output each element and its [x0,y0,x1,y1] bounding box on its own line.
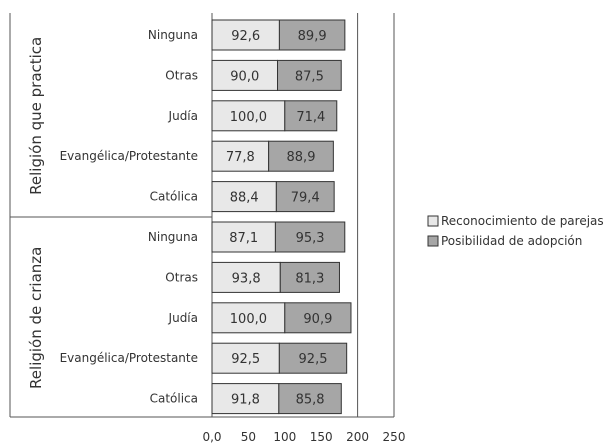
x-tick-label: 0,0 [202,430,221,444]
category-label: Judía [168,311,198,325]
data-label-adopcion: 79,4 [291,191,320,206]
category-label: Ninguna [148,28,198,42]
data-label-adopcion: 85,8 [296,393,325,408]
data-label-adopcion: 81,3 [295,271,324,286]
data-label-reconocimiento: 100,0 [230,110,267,125]
data-label-adopcion: 88,9 [287,150,316,165]
data-label-reconocimiento: 77,8 [226,150,255,165]
gridlines [358,13,394,417]
group-label: Religión que practica [27,37,45,195]
data-label-reconocimiento: 92,5 [231,352,260,367]
data-label-reconocimiento: 88,4 [230,191,259,206]
data-label-adopcion: 89,9 [298,29,327,44]
category-label: Ninguna [148,230,198,244]
x-tick-label: 100 [273,430,296,444]
category-label: Otras [165,270,198,284]
category-label: Judía [168,109,198,123]
x-tick-label: 200 [346,430,369,444]
data-label-reconocimiento: 91,8 [231,393,260,408]
data-label-adopcion: 90,9 [303,312,332,327]
data-label-adopcion: 95,3 [296,231,325,246]
data-label-reconocimiento: 92,6 [231,29,260,44]
data-label-adopcion: 92,5 [299,352,328,367]
legend-swatch [428,236,438,246]
category-label: Otras [165,68,198,82]
data-label-adopcion: 71,4 [296,110,325,125]
data-label-reconocimiento: 87,1 [229,231,258,246]
data-label-reconocimiento: 100,0 [230,312,267,327]
x-tick-label: 150 [310,430,333,444]
legend-label: Posibilidad de adopción [441,234,582,248]
data-label-reconocimiento: 90,0 [230,69,259,84]
data-label-reconocimiento: 93,8 [232,271,261,286]
x-tick-label: 50 [241,430,256,444]
group-label: Religión de crianza [27,247,45,389]
legend: Reconocimiento de parejas Posibilidad de … [428,214,604,248]
legend-label: Reconocimiento de parejas [441,214,604,228]
category-label: Católica [150,392,198,406]
category-label: Católica [150,190,198,204]
data-label-adopcion: 87,5 [295,69,324,84]
legend-swatch [428,216,438,226]
category-label: Evangélica/Protestante [60,351,198,365]
x-tick-label: 250 [383,430,406,444]
category-label: Evangélica/Protestante [60,149,198,163]
